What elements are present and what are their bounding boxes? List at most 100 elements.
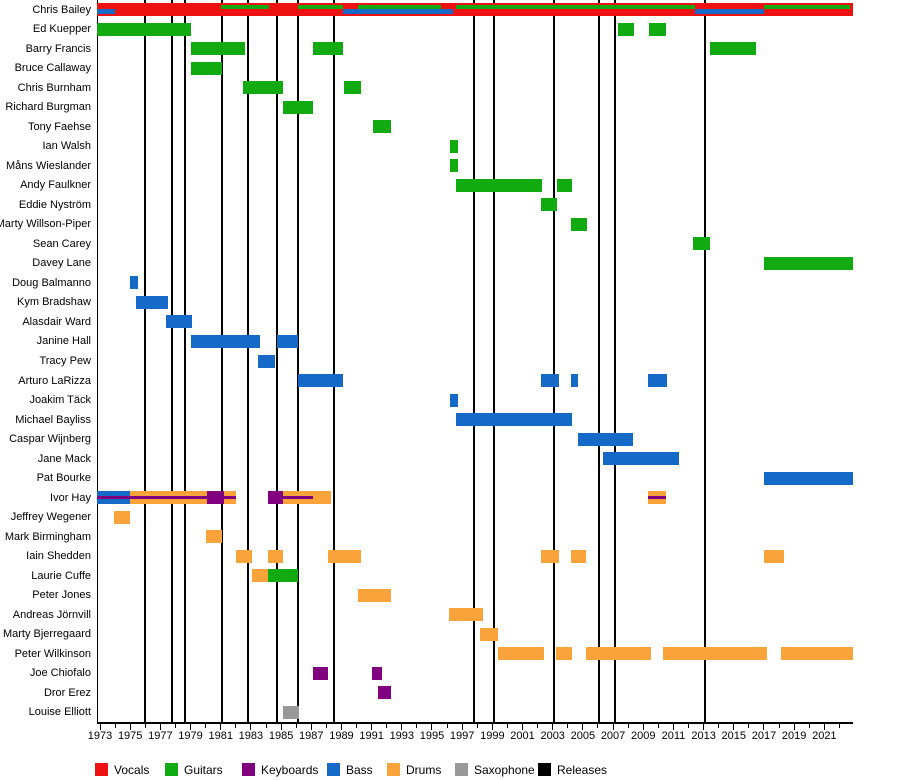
axis-tick (325, 724, 327, 728)
member-label: Andy Faulkner (20, 179, 91, 192)
axis-tick (401, 724, 403, 730)
legend-label: Vocals (114, 763, 150, 777)
overlay-stripe-guitars (763, 4, 850, 10)
axis-tick (144, 724, 146, 728)
member-label: Ivor Hay (50, 491, 91, 504)
timeline-bar-drums (570, 549, 586, 563)
member-label: Måns Wieslander (6, 159, 91, 172)
overlay-stripe-bass (441, 9, 454, 14)
member-label: Joe Chiofalo (29, 667, 91, 680)
axis-year-label: 1991 (359, 730, 384, 742)
timeline-bar-keyboards (267, 491, 283, 505)
timeline-bar-guitars (243, 81, 283, 95)
axis-year-label: 2021 (812, 730, 837, 742)
axis-tick (174, 724, 176, 728)
axis-year-label: 1999 (480, 730, 505, 742)
axis-tick (386, 724, 388, 728)
timeline-bar-guitars (763, 256, 853, 270)
axis-year-label: 2001 (510, 730, 535, 742)
timeline-bar-guitars (693, 237, 710, 251)
timeline-bar-vocals (115, 3, 221, 17)
timeline-bar-drums (780, 647, 853, 661)
timeline-bar-bass (190, 334, 260, 348)
axis-tick (371, 724, 373, 730)
timeline-bar-bass (602, 452, 680, 466)
axis-tick (552, 724, 554, 730)
timeline-bar-drums (327, 549, 362, 563)
member-label: Kym Bradshaw (17, 296, 91, 309)
timeline-bar-vocals (358, 3, 442, 17)
axis-tick (446, 724, 448, 728)
member-label: Laurie Cuffe (31, 569, 91, 582)
timeline-bar-vocals (97, 3, 116, 17)
member-label: Marty Bjerregaard (2, 628, 91, 641)
timeline-bar-guitars (267, 569, 298, 583)
member-label: Chris Burnham (17, 81, 91, 94)
axis-tick (431, 724, 433, 730)
timeline-bar-guitars (450, 139, 458, 153)
axis-tick (461, 724, 463, 730)
axis-tick (778, 724, 780, 728)
member-label: Jane Mack (37, 452, 91, 465)
axis-line (97, 722, 853, 724)
legend-swatch-bass (327, 763, 340, 776)
axis-tick (416, 724, 418, 728)
timeline-bar-guitars (450, 159, 458, 173)
axis-year-label: 1997 (449, 730, 475, 742)
timeline-bar-bass (647, 374, 668, 387)
overlay-stripe-bass (97, 9, 116, 14)
release-line (246, 0, 249, 722)
timeline-bar-drums (540, 549, 559, 563)
member-label: Peter Wilkinson (14, 647, 91, 660)
axis-tick (190, 724, 192, 730)
axis-year-label: 1985 (268, 730, 294, 742)
timeline-bar-guitars (282, 100, 313, 114)
legend-label: Saxophone (474, 763, 535, 777)
timeline-bar-guitars (344, 81, 362, 95)
member-label: Richard Burgman (5, 101, 91, 114)
timeline-bar-saxophone (282, 705, 300, 719)
member-label: Tracy Pew (39, 355, 91, 367)
axis-tick (265, 724, 267, 728)
timeline-bar-bass (97, 491, 131, 505)
axis-year-label: 2019 (781, 730, 807, 742)
release-line (275, 0, 278, 722)
overlay-stripe-keyboards (97, 496, 131, 500)
timeline-bar-bass (570, 374, 579, 387)
timeline-bar-vocals (453, 3, 457, 17)
timeline-bar-bass (136, 295, 168, 309)
member-label: Doug Balmanno (12, 276, 91, 289)
member-label: Chris Bailey (32, 3, 91, 16)
axis-tick (476, 724, 478, 728)
axis-tick (220, 724, 222, 730)
plot-left-border (97, 0, 98, 722)
timeline-bar-drums (235, 549, 253, 563)
legend-swatch-releases (538, 763, 551, 776)
release-line (144, 0, 147, 722)
timeline-bar-drums (113, 510, 131, 524)
timeline-bar-drums (662, 647, 767, 661)
timeline-bar-keyboards (207, 491, 224, 505)
axis-tick (340, 724, 342, 730)
axis-tick (597, 724, 599, 728)
timeline-bar-vocals (849, 3, 853, 17)
member-label: Eddie Nyström (18, 198, 91, 211)
member-label: Iain Shedden (26, 550, 91, 563)
axis-tick (733, 724, 735, 730)
overlay-stripe-guitars (456, 4, 695, 10)
timeline-bar-drums (282, 491, 313, 505)
axis-tick (612, 724, 614, 730)
axis-tick (356, 724, 358, 728)
axis-tick (672, 724, 674, 730)
timeline-bar-bass (456, 413, 573, 427)
axis-year-label: 2003 (540, 730, 565, 742)
timeline-bar-vocals (297, 3, 343, 17)
overlay-stripe-keyboards (282, 496, 313, 500)
timeline-bar-bass (297, 374, 343, 387)
timeline-bar-guitars (190, 61, 223, 75)
axis-tick (748, 724, 750, 728)
member-label: Tony Faehse (28, 120, 91, 133)
timeline-bar-guitars (97, 22, 191, 36)
axis-tick (205, 724, 207, 728)
